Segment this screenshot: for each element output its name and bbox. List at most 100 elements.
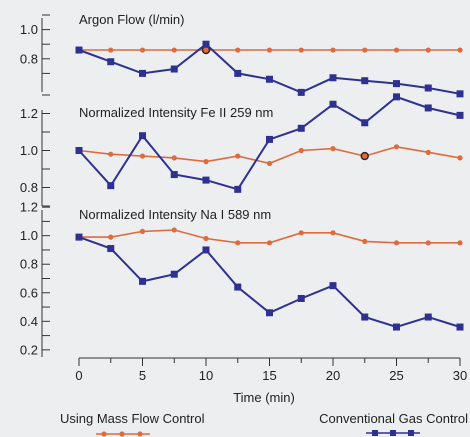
legend-label-mass_flow: Using Mass Flow Control (60, 411, 205, 426)
point-conventional (393, 93, 400, 101)
point-conventional (107, 245, 115, 253)
legend-marker-conventional (372, 430, 378, 436)
point-mass_flow (235, 240, 241, 246)
point-mass_flow (457, 155, 463, 161)
point-mass_flow (171, 47, 177, 53)
y-tick-label: 1.0 (20, 143, 38, 158)
point-mass_flow (298, 47, 304, 53)
point-mass_flow (425, 240, 431, 246)
legend-marker-mass_flow (137, 431, 143, 437)
point-mass_flow (235, 47, 241, 53)
point-conventional (75, 147, 83, 154)
panel-1: Argon Flow (l/min) 0.8 1.0 (20, 12, 464, 98)
x-tick-label: 20 (326, 368, 340, 383)
point-mass_flow (139, 47, 146, 53)
panel-2: Normalized Intensity Fe II 259 nm 0.8 1.0 1… (20, 93, 464, 207)
point-conventional (139, 132, 146, 140)
point-conventional (234, 283, 242, 291)
legend-marker-mass_flow (119, 431, 125, 437)
point-conventional (456, 111, 464, 119)
point-mass_flow (360, 151, 369, 161)
point-mass_flow (425, 47, 431, 53)
point-mass_flow (171, 227, 177, 233)
x-axis-title: Time (min) (233, 390, 295, 405)
point-mass_flow (139, 153, 146, 159)
point-mass_flow (139, 228, 146, 234)
point-conventional (297, 124, 305, 132)
point-mass_flow (425, 149, 431, 155)
point-conventional (424, 104, 432, 112)
point-conventional (361, 77, 369, 85)
point-conventional (234, 185, 242, 193)
point-conventional (456, 323, 464, 331)
legend: Using Mass Flow Control Conventional Gas … (60, 411, 468, 437)
y-tick-label: 0.6 (20, 285, 38, 300)
point-conventional (329, 282, 337, 290)
point-mass_flow (457, 47, 463, 53)
point-mass_flow (108, 234, 114, 240)
point-mass_flow (457, 240, 463, 246)
point-conventional (266, 135, 273, 143)
point-conventional (393, 323, 400, 331)
x-tick-label: 25 (389, 368, 403, 383)
point-conventional (266, 309, 273, 317)
legend-label-conventional: Conventional Gas Control (319, 411, 468, 426)
point-mass_flow (203, 159, 209, 165)
y-tick-label: 1.2 (20, 200, 38, 215)
y-tick-label: 1.0 (20, 22, 38, 37)
point-mass_flow (330, 146, 336, 152)
point-conventional (393, 80, 400, 88)
point-mass_flow (266, 47, 273, 53)
point-conventional (107, 182, 115, 190)
point-conventional (297, 294, 305, 302)
point-mass_flow (266, 160, 273, 167)
point-mass_flow (108, 151, 114, 157)
x-tick-label: 30 (453, 368, 467, 383)
point-conventional (456, 90, 464, 98)
y-tick-label: 0.2 (20, 342, 38, 357)
point-mass_flow (362, 238, 368, 244)
legend-marker-mass_flow (101, 431, 107, 437)
point-conventional (139, 69, 146, 77)
panel-2-title: Normalized Intensity Fe II 259 nm (79, 105, 273, 120)
point-mass_flow (330, 47, 336, 53)
point-mass_flow (362, 47, 368, 53)
point-mass_flow (298, 230, 304, 236)
y-tick-label: 0.4 (20, 314, 38, 329)
point-conventional (202, 176, 210, 184)
point-mass_flow (393, 144, 400, 150)
panel-3-title: Normalized Intensity Na I 589 nm (79, 207, 271, 222)
point-conventional (202, 246, 210, 254)
y-tick-label: 1.2 (20, 106, 38, 121)
y-tick-label: 0.8 (20, 180, 38, 195)
point-conventional (170, 65, 178, 73)
legend-marker-conventional (390, 430, 396, 436)
y-tick-label: 1.0 (20, 228, 38, 243)
point-conventional (234, 69, 242, 77)
legend-marker-conventional (408, 430, 414, 436)
point-conventional (361, 313, 369, 321)
point-conventional (170, 171, 178, 179)
point-mass_flow (108, 47, 114, 53)
point-mass_flow (393, 47, 400, 53)
x-tick-label: 5 (139, 368, 146, 383)
point-mass_flow (203, 235, 209, 242)
point-mass_flow (171, 155, 177, 161)
point-conventional (329, 74, 337, 82)
point-conventional (75, 233, 83, 241)
point-conventional (107, 58, 115, 66)
point-conventional (424, 84, 432, 92)
panel-1-title: Argon Flow (l/min) (79, 12, 184, 27)
point-conventional (266, 75, 273, 83)
point-conventional (424, 313, 432, 321)
point-mass_flow (298, 147, 304, 154)
x-tick-label: 0 (75, 368, 82, 383)
point-conventional (329, 100, 337, 108)
panel-3: Normalized Intensity Na I 589 nm 0.2 0.4 0.… (20, 200, 464, 357)
x-tick-label: 15 (262, 368, 276, 383)
point-conventional (170, 270, 178, 278)
x-axis: 0 5 10 15 20 25 30 (75, 357, 467, 383)
point-mass_flow (266, 240, 273, 246)
